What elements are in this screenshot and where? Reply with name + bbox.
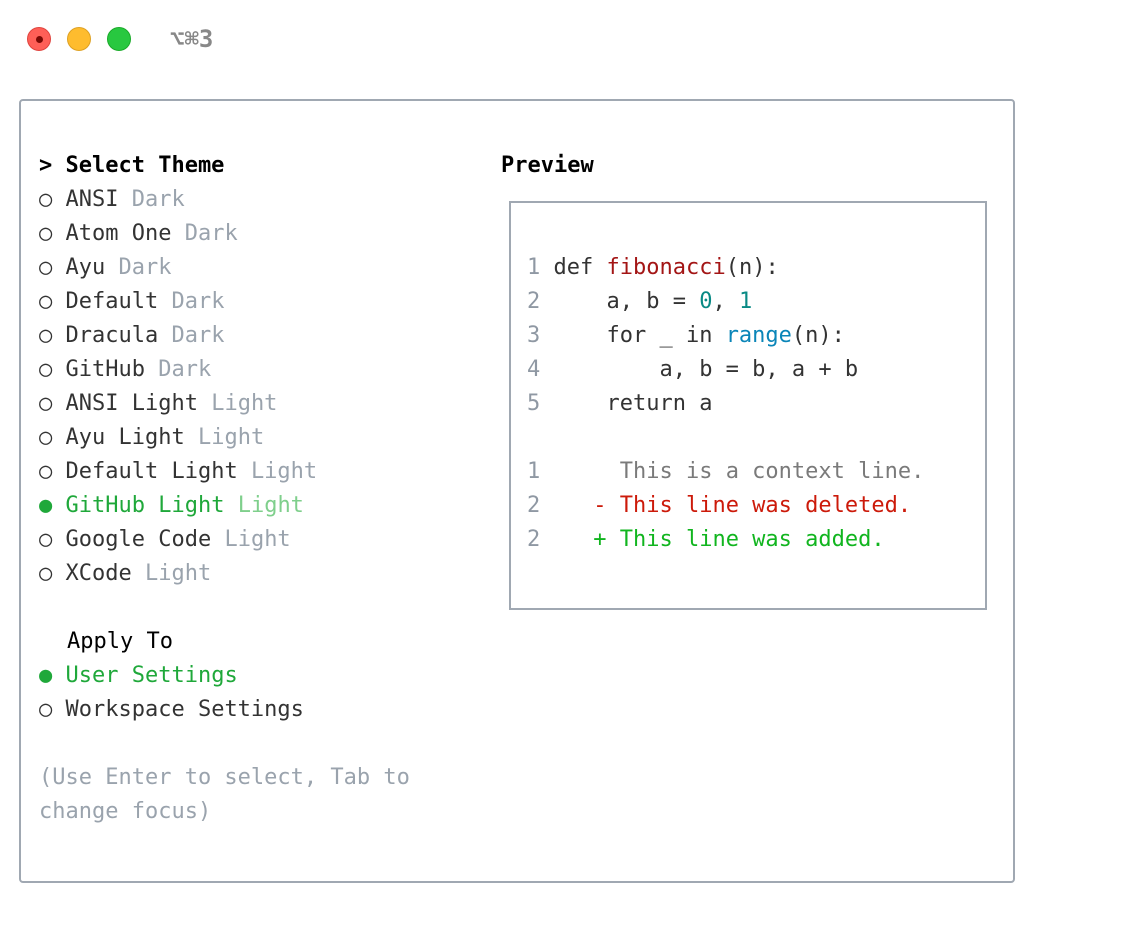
theme-variant: Dark bbox=[131, 187, 185, 212]
line-number: 4 bbox=[527, 357, 541, 382]
radio-icon: ○ bbox=[39, 561, 53, 586]
line-number: 2 bbox=[527, 493, 541, 518]
code-token: return a bbox=[553, 391, 713, 416]
code-token: , bbox=[712, 289, 739, 314]
radio-icon: ○ bbox=[39, 697, 53, 722]
theme-variant: Light bbox=[237, 493, 304, 518]
radio-icon: ○ bbox=[39, 221, 53, 246]
apply-label: Workspace Settings bbox=[65, 697, 304, 722]
preview-title: Preview bbox=[501, 153, 594, 178]
radio-icon: ○ bbox=[39, 391, 53, 416]
minimize-window-button[interactable] bbox=[67, 27, 91, 51]
line-number: 1 bbox=[527, 255, 541, 280]
diff-line: 1 This is a context line. bbox=[527, 455, 924, 489]
theme-variant: Light bbox=[144, 561, 212, 586]
diff-prefix: - bbox=[593, 493, 607, 518]
radio-icon: ○ bbox=[39, 527, 53, 552]
radio-icon: ● bbox=[39, 493, 53, 518]
hint-line-2: change focus) bbox=[39, 799, 212, 824]
close-window-button[interactable] bbox=[27, 27, 51, 51]
code-line: 2 a, b = 0, 1 bbox=[527, 285, 752, 319]
line-number: 5 bbox=[527, 391, 541, 416]
code-line: 1 def fibonacci(n): bbox=[527, 251, 779, 285]
apply-label: User Settings bbox=[65, 663, 238, 688]
diff-text: This line was added. bbox=[619, 527, 885, 552]
theme-option[interactable]: ○ Ayu Light Light bbox=[39, 421, 264, 455]
theme-dialog bbox=[19, 99, 1015, 883]
select-theme-title: > Select Theme bbox=[39, 153, 225, 178]
window-shortcut: ⌥⌘3 bbox=[170, 25, 214, 53]
theme-option[interactable]: ○ Ayu Dark bbox=[39, 251, 171, 285]
code-line: 4 a, b = b, a + b bbox=[527, 353, 858, 387]
code-token: 1 bbox=[738, 289, 753, 314]
theme-variant: Dark bbox=[158, 357, 212, 382]
apply-to-title: Apply To bbox=[67, 629, 173, 654]
theme-name: GitHub Light bbox=[65, 493, 225, 518]
code-token: fibonacci bbox=[606, 255, 726, 280]
theme-name: Default Light bbox=[65, 459, 238, 484]
theme-variant: Dark bbox=[171, 323, 225, 348]
theme-variant: Dark bbox=[118, 255, 172, 280]
theme-name: ANSI Light bbox=[65, 391, 198, 416]
code-line: 5 return a bbox=[527, 387, 712, 421]
code-token: def bbox=[553, 255, 607, 280]
theme-name: Dracula bbox=[65, 323, 159, 348]
radio-icon: ○ bbox=[39, 323, 53, 348]
line-number: 3 bbox=[527, 323, 541, 348]
theme-option[interactable]: ○ ANSI Light Light bbox=[39, 387, 277, 421]
theme-name: Ayu Light bbox=[65, 425, 185, 450]
theme-name: GitHub bbox=[65, 357, 145, 382]
theme-option[interactable]: ○ Atom One Dark bbox=[39, 217, 238, 251]
theme-name: Ayu bbox=[65, 255, 106, 280]
line-number: 2 bbox=[527, 289, 541, 314]
radio-icon: ● bbox=[39, 663, 53, 688]
radio-icon: ○ bbox=[39, 425, 53, 450]
theme-option[interactable]: ○ Default Light Light bbox=[39, 455, 317, 489]
diff-text: This line was deleted. bbox=[619, 493, 912, 518]
theme-name: Google Code bbox=[65, 527, 212, 552]
line-number: 2 bbox=[527, 527, 541, 552]
diff-prefix: + bbox=[593, 527, 607, 552]
hint-line-1: (Use Enter to select, Tab to bbox=[39, 765, 410, 790]
code-token: (n): bbox=[725, 255, 779, 280]
theme-variant: Light bbox=[224, 527, 291, 552]
code-token: a, b = b, a + b bbox=[553, 357, 859, 382]
theme-option[interactable]: ○ ANSI Dark bbox=[39, 183, 185, 217]
radio-icon: ○ bbox=[39, 459, 53, 484]
diff-text: This is a context line. bbox=[619, 459, 925, 484]
theme-option[interactable]: ○ Default Dark bbox=[39, 285, 224, 319]
radio-icon: ○ bbox=[39, 187, 53, 212]
code-token: range bbox=[725, 323, 792, 348]
apply-option[interactable]: ● User Settings bbox=[39, 659, 238, 693]
code-line: 3 for _ in range(n): bbox=[527, 319, 845, 353]
theme-variant: Light bbox=[250, 459, 318, 484]
code-token: (n): bbox=[791, 323, 845, 348]
apply-option[interactable]: ○ Workspace Settings bbox=[39, 693, 304, 727]
line-number: 1 bbox=[527, 459, 541, 484]
code-token: for _ in bbox=[553, 323, 726, 348]
theme-name: Atom One bbox=[65, 221, 172, 246]
maximize-window-button[interactable] bbox=[107, 27, 131, 51]
radio-icon: ○ bbox=[39, 357, 53, 382]
diff-line: 2 - This line was deleted. bbox=[527, 489, 911, 523]
theme-variant: Light bbox=[197, 425, 265, 450]
theme-name: Default bbox=[65, 289, 159, 314]
theme-variant: Light bbox=[211, 391, 278, 416]
preview-box bbox=[509, 201, 987, 610]
diff-prefix bbox=[593, 459, 606, 484]
theme-variant: Dark bbox=[171, 289, 225, 314]
theme-name: XCode bbox=[65, 561, 132, 586]
theme-option[interactable]: ○ Google Code Light bbox=[39, 523, 291, 557]
theme-option[interactable]: ○ XCode Light bbox=[39, 557, 211, 591]
theme-name: ANSI bbox=[65, 187, 119, 212]
theme-option[interactable]: ○ Dracula Dark bbox=[39, 319, 224, 353]
diff-line: 2 + This line was added. bbox=[527, 523, 885, 557]
radio-icon: ○ bbox=[39, 289, 53, 314]
theme-option[interactable]: ○ GitHub Dark bbox=[39, 353, 211, 387]
theme-variant: Dark bbox=[184, 221, 238, 246]
code-token: 0 bbox=[699, 289, 713, 314]
code-token: a, b = bbox=[553, 289, 700, 314]
radio-icon: ○ bbox=[39, 255, 53, 280]
theme-option[interactable]: ● GitHub Light Light bbox=[39, 489, 304, 523]
